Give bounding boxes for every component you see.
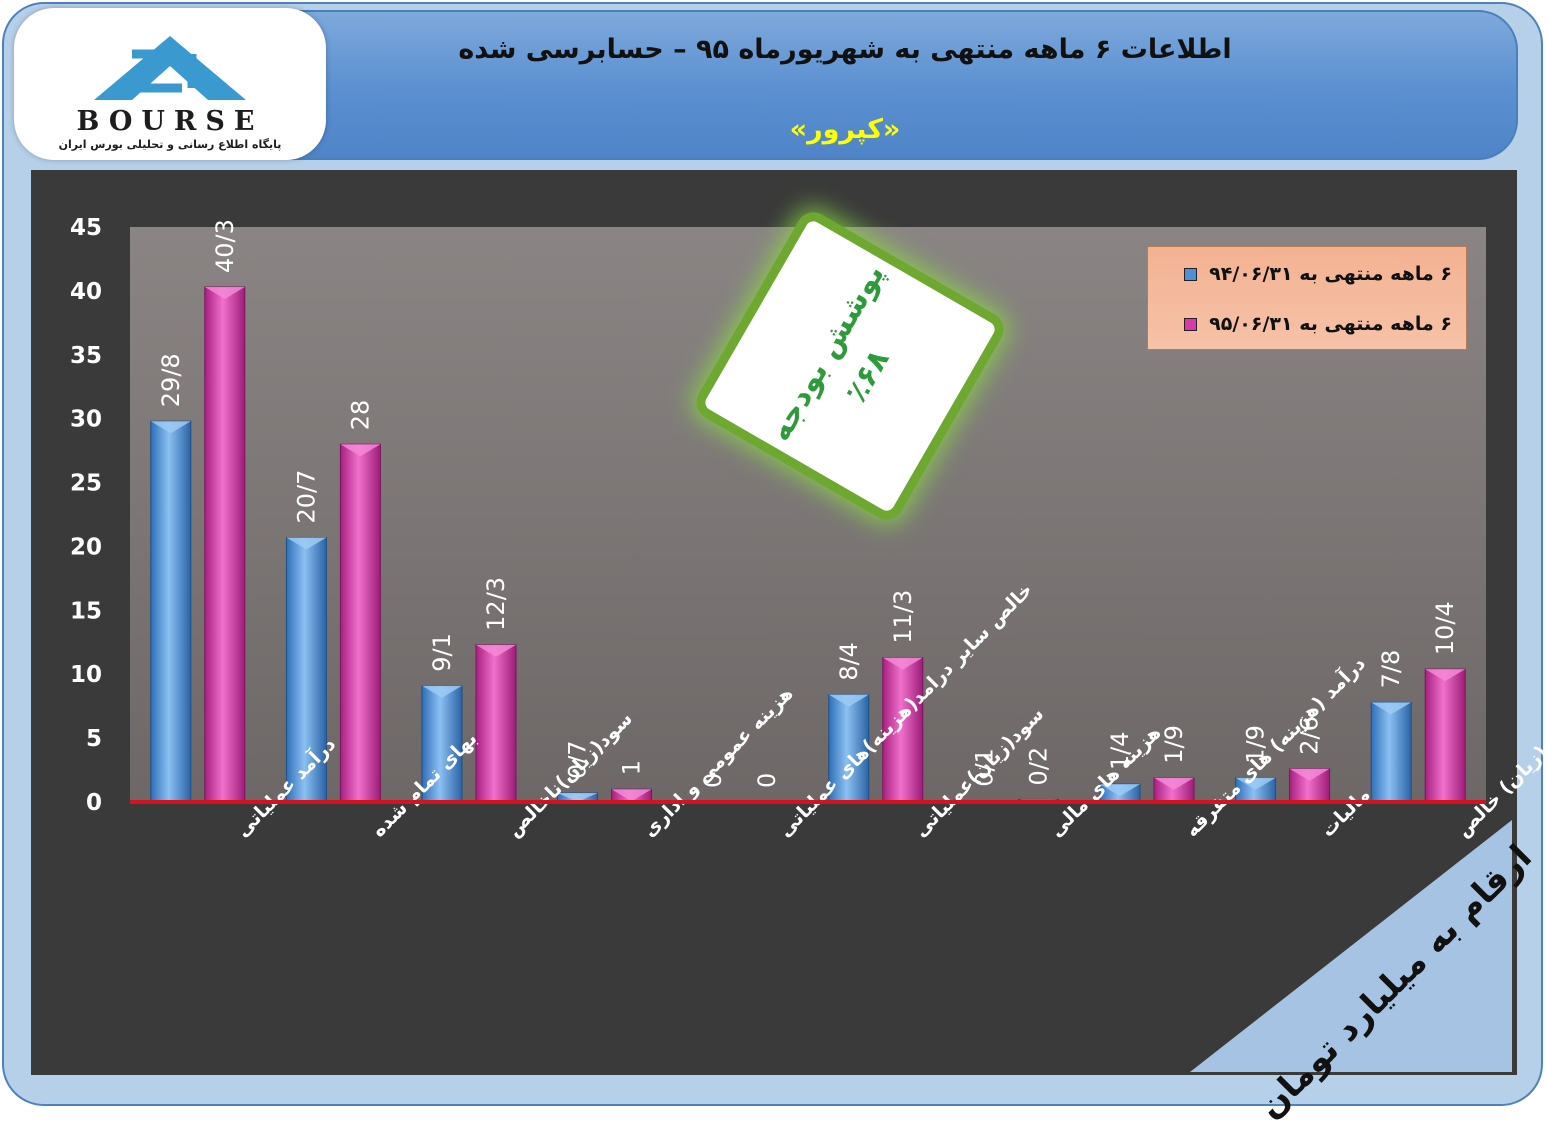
data-label-series-1: 0/1 <box>970 748 998 787</box>
data-label-series-2: 40/3 <box>211 219 239 273</box>
data-label-series-1: 0 <box>699 773 727 788</box>
bar-series-2 <box>204 286 246 803</box>
bar-cap-series-1 <box>1371 702 1412 715</box>
data-label-series-1: 9/1 <box>428 633 456 672</box>
y-tick-label: 40 <box>70 279 102 305</box>
bar-series-1 <box>828 694 870 803</box>
bar-cap-series-1 <box>1235 777 1276 790</box>
bar-cap-series-2 <box>882 657 923 670</box>
y-tick-label: 5 <box>86 726 102 752</box>
bar-series-2 <box>1424 668 1466 803</box>
y-tick-label: 20 <box>70 534 102 560</box>
data-label-series-2: 11/3 <box>889 590 917 644</box>
logo: BOURSE پایگاه اطلاع رسانی و تحلیلی بورس … <box>14 8 326 160</box>
bar-series-1 <box>150 420 192 803</box>
bar-cap-series-1 <box>828 694 869 707</box>
data-label-series-2: 12/3 <box>482 577 510 631</box>
bar-cap-series-1 <box>557 793 598 802</box>
legend-label-series-1: ۶ ماهه منتهی به ۹۴/۰۶/۳۱ <box>1209 263 1452 285</box>
data-label-series-1: 8/4 <box>835 642 863 681</box>
y-tick-label: 0 <box>86 790 102 816</box>
bar-cap-series-1 <box>150 421 191 434</box>
bar-cap-series-2 <box>340 444 381 457</box>
y-tick-label: 45 <box>70 215 102 241</box>
legend-item-series-1: ۶ ماهه منتهی به ۹۴/۰۶/۳۱ <box>1162 263 1452 285</box>
bar-cap-series-2 <box>1154 777 1194 790</box>
bar-series-2 <box>475 644 517 803</box>
legend-swatch-series-1 <box>1183 268 1197 281</box>
bar-series-1 <box>1370 701 1412 803</box>
data-label-series-2: 0/2 <box>1024 747 1052 786</box>
data-label-series-2: 1 <box>618 760 646 775</box>
bar-cap-series-1 <box>422 685 462 698</box>
data-label-series-1: 0/7 <box>564 740 592 779</box>
bar-cap-series-2 <box>611 789 652 802</box>
bar-cap-series-2 <box>1289 768 1330 781</box>
data-label-series-1: 7/8 <box>1377 650 1405 689</box>
logo-word: BOURSE <box>76 106 264 137</box>
legend: ۶ ماهه منتهی به ۹۴/۰۶/۳۱ ۶ ماهه منتهی به… <box>1147 246 1467 350</box>
data-label-series-2: 1/9 <box>1160 725 1188 764</box>
bar-cap-series-2 <box>476 644 516 657</box>
company-name: «کپرور» <box>789 114 901 145</box>
y-tick-label: 35 <box>70 343 102 369</box>
bar-cap-series-2 <box>204 287 245 300</box>
data-label-series-2: 2/6 <box>1296 716 1324 755</box>
data-label-series-2: 10/4 <box>1431 601 1459 655</box>
data-label-series-1: 29/8 <box>157 353 185 407</box>
bar-cap-series-1 <box>286 537 327 550</box>
data-label-series-1: 1/9 <box>1242 725 1270 764</box>
legend-item-series-2: ۶ ماهه منتهی به ۹۵/۰۶/۳۱ <box>1162 313 1452 335</box>
bar-series-2 <box>339 443 381 803</box>
bar-series-2 <box>882 657 924 803</box>
bar-series-1 <box>285 537 327 803</box>
bar-series-1 <box>421 685 463 803</box>
legend-label-series-2: ۶ ماهه منتهی به ۹۵/۰۶/۳۱ <box>1209 313 1452 335</box>
data-label-series-1: 1/4 <box>1106 731 1134 770</box>
logo-subtitle: پایگاه اطلاع رسانی و تحلیلی بورس ایران <box>58 138 282 151</box>
y-tick-label: 25 <box>70 471 102 497</box>
logo-mark-icon <box>94 36 246 100</box>
y-tick-label: 15 <box>70 598 102 624</box>
bar-cap-series-2 <box>1425 669 1466 682</box>
data-label-series-1: 20/7 <box>292 470 320 524</box>
data-label-series-2: 28 <box>346 400 374 431</box>
bar-cap-series-1 <box>1100 784 1140 797</box>
y-tick-label: 10 <box>70 662 102 688</box>
y-tick-label: 30 <box>70 407 102 433</box>
data-label-series-2: 0 <box>753 773 781 788</box>
legend-swatch-series-2 <box>1183 318 1197 331</box>
page-title: اطلاعات ۶ ماهه منتهی به شهریورماه ۹۵ – ح… <box>458 34 1232 65</box>
